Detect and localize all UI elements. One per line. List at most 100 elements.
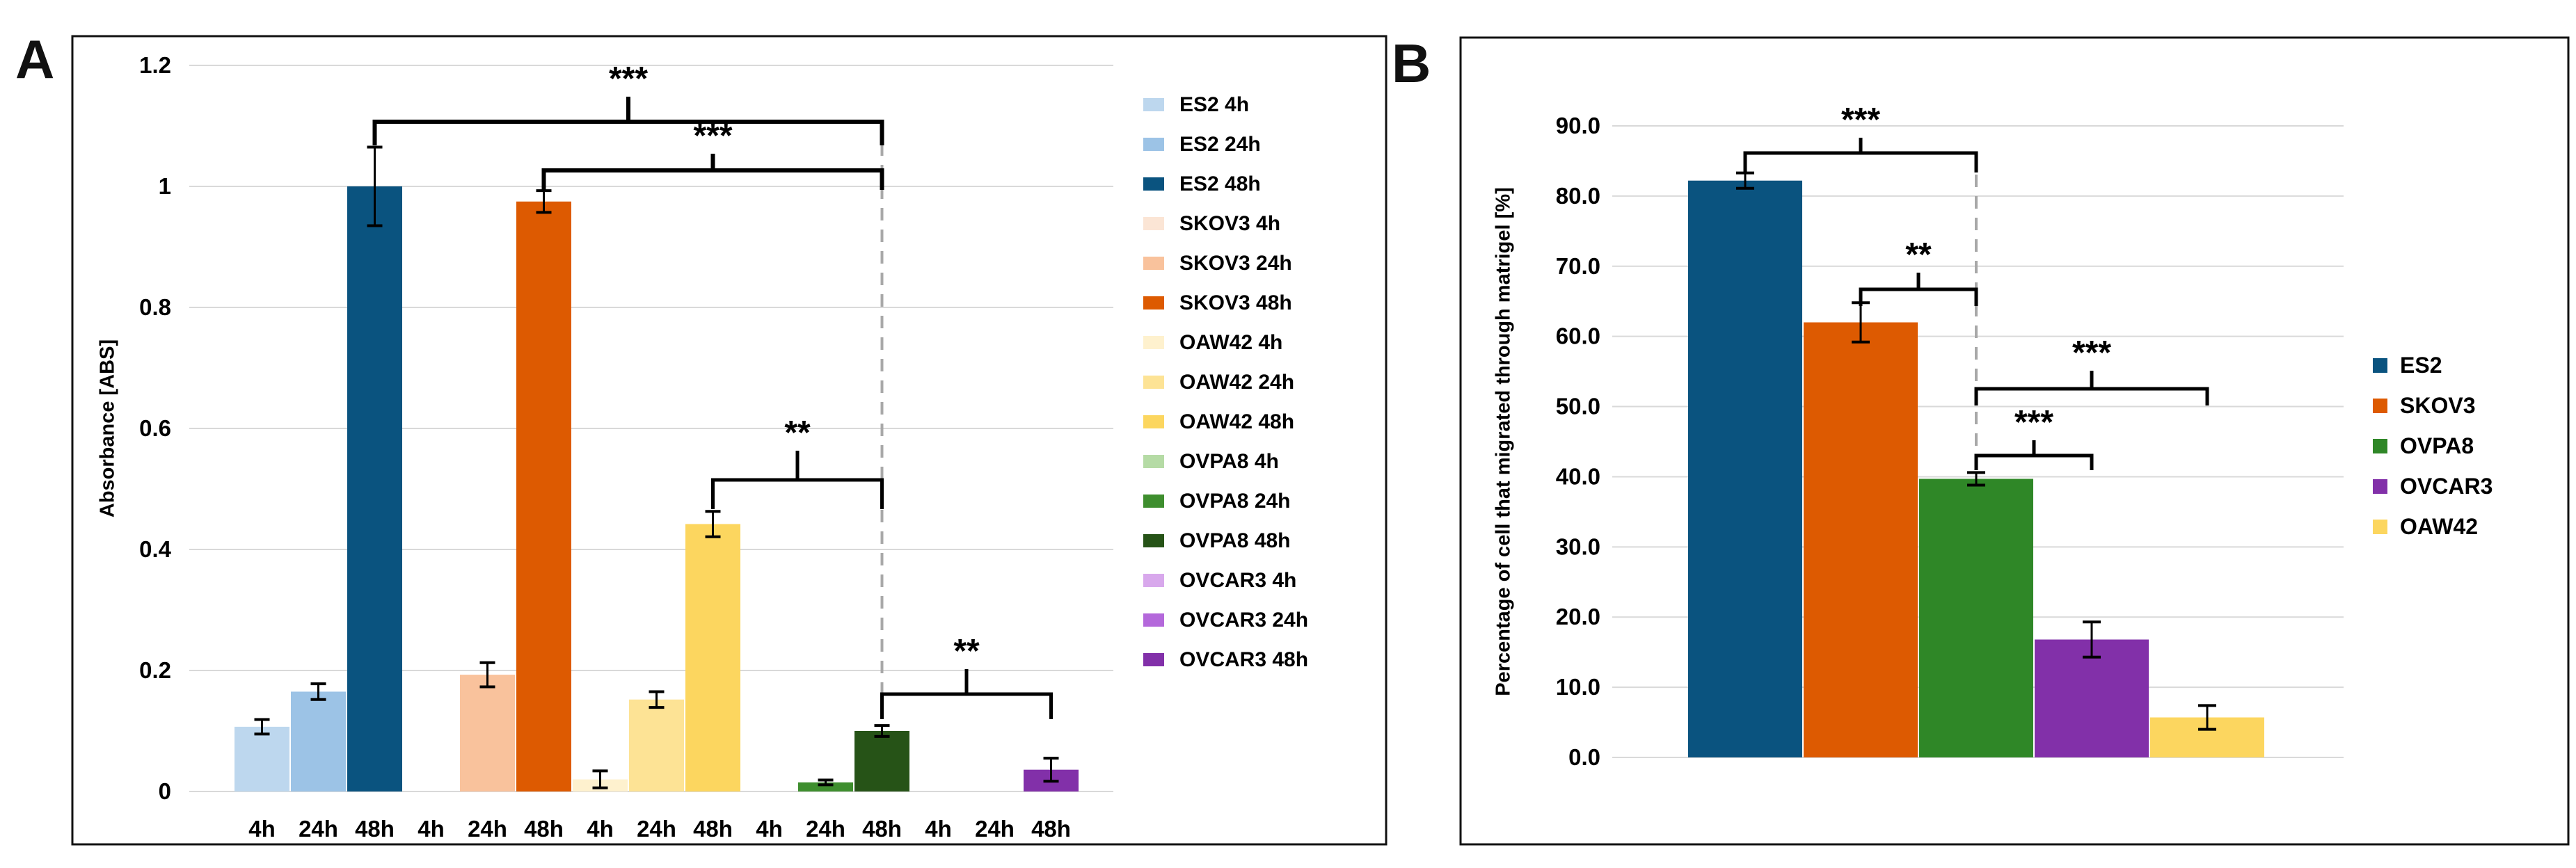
legend-label: OVPA8 24h xyxy=(1179,489,1291,513)
bar-skov3-48h xyxy=(516,201,571,791)
legend-label: OVCAR3 24h xyxy=(1179,608,1309,632)
bar-oaw42-48h xyxy=(685,524,740,791)
legend-item: ES2 4h xyxy=(1143,85,1308,124)
x-tick-label-a: 24h xyxy=(806,816,845,842)
significance-label: *** xyxy=(2072,335,2111,371)
legend-swatch-icon xyxy=(1143,138,1164,151)
x-tick-label-a: 24h xyxy=(468,816,507,842)
significance-label: ** xyxy=(953,633,980,670)
legend-label: ES2 xyxy=(2400,352,2442,378)
significance-bracket xyxy=(1974,387,2209,405)
legend-item: OVCAR3 4h xyxy=(1143,561,1308,600)
significance-label: ** xyxy=(784,415,811,451)
legend-label: SKOV3 xyxy=(2400,392,2476,418)
legend-label: OVCAR3 xyxy=(2400,473,2493,499)
panel-a-box xyxy=(71,35,1388,846)
legend-swatch-icon xyxy=(1143,415,1164,428)
legend-item: OVPA8 24h xyxy=(1143,481,1308,521)
legend-label: OVCAR3 48h xyxy=(1179,648,1309,671)
legend-item: OAW42 48h xyxy=(1143,402,1308,442)
panel-b-box xyxy=(1459,36,2570,846)
significance-bracket xyxy=(372,120,884,145)
bar-ovpa8 xyxy=(1919,479,2033,757)
y-tick-label-b: 10.0 xyxy=(1556,674,1600,700)
legend-swatch-icon xyxy=(1143,534,1164,547)
y-tick-label-b: 20.0 xyxy=(1556,604,1600,629)
bar-oaw42-24h xyxy=(629,699,684,791)
significance-bracket xyxy=(1974,453,2094,470)
legend-label: SKOV3 24h xyxy=(1179,251,1292,275)
x-tick-label-a: 4h xyxy=(587,816,614,842)
x-tick-label-a: 48h xyxy=(862,816,902,842)
bar-skov3-24h xyxy=(460,675,515,791)
legend-item: ES2 xyxy=(2373,345,2492,385)
significance-label: *** xyxy=(1841,102,1880,138)
legend-label: ES2 4h xyxy=(1179,93,1250,116)
y-tick-label-b: 80.0 xyxy=(1556,183,1600,209)
legend-swatch-icon xyxy=(2373,398,2387,413)
legend-label: ES2 48h xyxy=(1179,172,1261,195)
legend-label: OAW42 24h xyxy=(1179,370,1295,394)
legend-swatch-icon xyxy=(1143,574,1164,587)
legend-label: OVPA8 48h xyxy=(1179,529,1291,552)
significance-label: *** xyxy=(609,61,648,97)
legend-swatch-icon xyxy=(1143,177,1164,191)
legend-swatch-icon xyxy=(2373,438,2387,453)
legend-swatch-icon xyxy=(1143,613,1164,627)
bar-es2-24h xyxy=(291,691,346,791)
bar-es2-4h xyxy=(234,726,289,791)
bar-es2 xyxy=(1688,180,1802,757)
legend-label: OVPA8 xyxy=(2400,433,2474,458)
legend-panel-b: ES2 SKOV3 OVPA8 OVCAR3 OAW42 xyxy=(2373,345,2492,547)
legend-item: OVPA8 48h xyxy=(1143,521,1308,561)
legend-label: ES2 24h xyxy=(1179,132,1261,156)
bar-es2-48h xyxy=(347,186,402,791)
legend-item: OAW42 24h xyxy=(1143,362,1308,402)
legend-swatch-icon xyxy=(1143,296,1164,310)
y-tick-label-a: 1 xyxy=(159,173,171,199)
x-tick-label-a: 4h xyxy=(925,816,952,842)
x-tick-label-a: 24h xyxy=(299,816,338,842)
x-tick-label-a: 4h xyxy=(418,816,445,842)
bar-ovpa8-48h xyxy=(854,731,909,791)
legend-swatch-icon xyxy=(2373,357,2387,373)
legend-item: OAW42 xyxy=(2373,506,2492,547)
legend-panel-a: ES2 4h ES2 24h ES2 48h SKOV3 4h SKOV3 24h SKO… xyxy=(1143,85,1308,680)
legend-swatch-icon xyxy=(1143,376,1164,389)
legend-swatch-icon xyxy=(2373,519,2387,534)
legend-item: SKOV3 xyxy=(2373,385,2492,426)
significance-label: *** xyxy=(693,118,732,154)
significance-bracket xyxy=(1859,287,1978,306)
y-axis-title-b: Percentage of cell that migrated through… xyxy=(1492,187,1515,696)
bar-ovcar3 xyxy=(2035,639,2149,757)
legend-label: SKOV3 48h xyxy=(1179,291,1292,314)
x-tick-label-a: 48h xyxy=(1031,816,1071,842)
y-tick-label-b: 60.0 xyxy=(1556,323,1600,349)
y-tick-label-a: 0.2 xyxy=(139,657,171,683)
significance-label: ** xyxy=(1905,236,1932,273)
legend-swatch-icon xyxy=(2373,479,2387,494)
x-tick-label-a: 48h xyxy=(524,816,564,842)
y-tick-label-a: 0 xyxy=(159,778,171,804)
legend-label: OVPA8 4h xyxy=(1179,449,1279,473)
x-tick-label-a: 24h xyxy=(637,816,676,842)
legend-swatch-icon xyxy=(1143,257,1164,270)
x-tick-label-a: 48h xyxy=(693,816,733,842)
legend-item: SKOV3 4h xyxy=(1143,204,1308,243)
legend-swatch-icon xyxy=(1143,98,1164,111)
legend-item: OAW42 4h xyxy=(1143,323,1308,362)
y-tick-label-b: 40.0 xyxy=(1556,463,1600,489)
y-tick-label-a: 0.4 xyxy=(139,536,172,562)
legend-item: SKOV3 48h xyxy=(1143,283,1308,323)
x-tick-label-a: 48h xyxy=(355,816,395,842)
significance-bracket xyxy=(1743,151,1978,172)
legend-label: SKOV3 4h xyxy=(1179,211,1281,235)
y-tick-label-a: 0.8 xyxy=(139,294,171,320)
panel-label-a: A xyxy=(15,29,55,90)
legend-label: OAW42 48h xyxy=(1179,410,1295,433)
legend-label: OVCAR3 4h xyxy=(1179,568,1297,592)
bar-ovpa8-24h xyxy=(798,782,853,791)
legend-swatch-icon xyxy=(1143,217,1164,230)
